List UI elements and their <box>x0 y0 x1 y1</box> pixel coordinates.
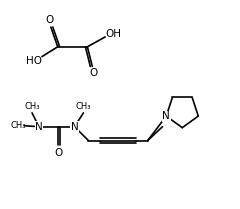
Text: OH: OH <box>105 29 121 39</box>
Text: N: N <box>35 122 43 132</box>
Text: O: O <box>89 68 97 78</box>
Text: HO: HO <box>26 56 42 66</box>
Text: CH₃: CH₃ <box>24 102 40 111</box>
Text: N: N <box>71 122 78 132</box>
Text: CH₃: CH₃ <box>11 121 26 130</box>
Text: N: N <box>162 111 170 121</box>
Text: CH₃: CH₃ <box>76 102 91 111</box>
Text: O: O <box>46 15 54 25</box>
Text: O: O <box>54 148 63 158</box>
